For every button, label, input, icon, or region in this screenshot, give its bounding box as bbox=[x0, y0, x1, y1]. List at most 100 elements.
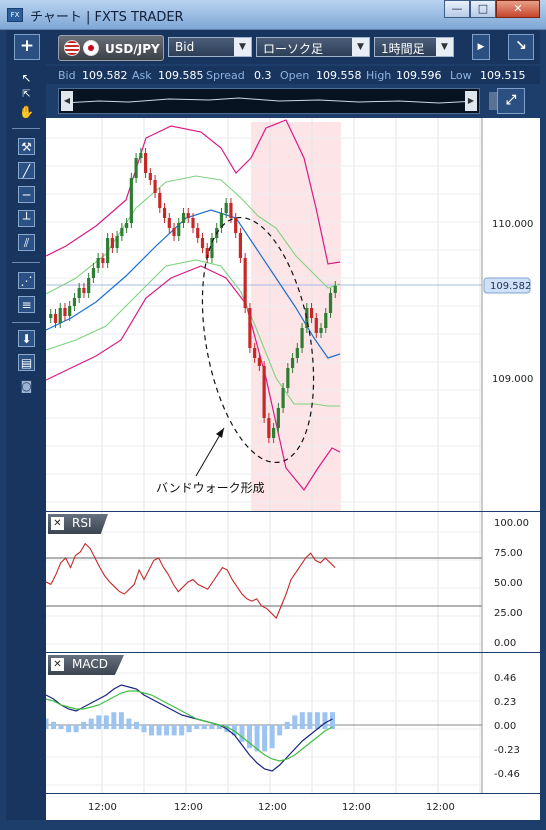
trendline-icon[interactable]: ╱ bbox=[18, 162, 35, 179]
macd-level-023: 0.23 bbox=[494, 697, 516, 708]
minimize-button[interactable]: — bbox=[444, 0, 470, 18]
cursor-icon[interactable]: ↖ bbox=[21, 71, 32, 85]
candle-body bbox=[191, 218, 195, 228]
maximize-button[interactable]: □ bbox=[470, 0, 496, 18]
current-price-value: 109.582 bbox=[490, 281, 531, 292]
candle-body bbox=[129, 178, 133, 223]
candle-body bbox=[110, 238, 114, 248]
band-walk-ellipse bbox=[201, 216, 315, 464]
fibonacci-icon[interactable]: ≡ bbox=[18, 296, 35, 313]
candle-body bbox=[125, 223, 129, 228]
pin-icon[interactable]: ⚒ bbox=[18, 138, 35, 155]
auto-scroll-icon[interactable]: ⤢ bbox=[497, 88, 525, 114]
rsi-tag: ✕ RSI bbox=[48, 514, 108, 534]
highlight-zone bbox=[251, 122, 341, 511]
currency-pair-label: USD/JPY bbox=[105, 42, 160, 56]
low-label: Low bbox=[450, 69, 472, 82]
time-label: 12:00 bbox=[342, 802, 371, 813]
signal-line bbox=[45, 690, 333, 762]
candle-body bbox=[87, 278, 91, 293]
candle-body bbox=[72, 298, 77, 306]
time-label: 12:00 bbox=[174, 802, 203, 813]
channel-icon[interactable]: ⫽ bbox=[18, 234, 35, 251]
candle-body bbox=[229, 203, 233, 218]
add-chart-button[interactable]: + bbox=[14, 34, 40, 60]
quote-strip: Bid 109.582 Ask 109.585 Spread 0.3 Open … bbox=[46, 66, 540, 84]
candle-body bbox=[286, 368, 290, 388]
candle-body bbox=[158, 193, 162, 208]
rsi-canvas: 100.00 75.00 50.00 25.00 0.00 bbox=[45, 512, 529, 652]
camera-icon[interactable]: ◙ bbox=[20, 379, 33, 393]
macd-pane[interactable]: 0.46 0.23 0.00 -0.23 -0.46 bbox=[43, 653, 540, 793]
list-icon[interactable]: ▤ bbox=[18, 354, 35, 371]
candle-body bbox=[148, 173, 152, 180]
current-price-badge bbox=[483, 277, 531, 294]
candle-body bbox=[319, 328, 323, 333]
macd-histogram-bar bbox=[88, 718, 94, 729]
chart-navigator[interactable]: ◀ ▶ bbox=[58, 88, 523, 114]
close-rsi-icon[interactable]: ✕ bbox=[51, 517, 64, 530]
candle-body bbox=[309, 308, 314, 318]
time-label: 12:00 bbox=[258, 802, 287, 813]
navigator-left-icon[interactable]: ◀ bbox=[61, 91, 73, 111]
candle-body bbox=[272, 428, 276, 438]
macd-histogram-bar bbox=[73, 725, 79, 733]
crosshair-cursor-icon[interactable]: ⇱ bbox=[22, 89, 31, 100]
macd-histogram-bar bbox=[126, 718, 132, 729]
candle-body bbox=[267, 418, 271, 438]
high-value: 109.596 bbox=[396, 69, 442, 82]
timeframe-select[interactable]: 1時間足 ▼ bbox=[374, 37, 454, 57]
candle-body bbox=[134, 158, 138, 178]
rsi-pane[interactable]: 100.00 75.00 50.00 25.00 0.00 bbox=[45, 512, 540, 652]
price-chart-canvas[interactable]: バンドウォーク形成 110.000 109.000 109.582 bbox=[45, 118, 540, 511]
macd-histogram-bar bbox=[149, 725, 155, 736]
candle-body bbox=[238, 233, 243, 258]
macd-histogram-bar bbox=[156, 725, 162, 736]
candle-body bbox=[196, 228, 200, 238]
fan-icon[interactable]: ⋰ bbox=[18, 272, 35, 289]
candle-body bbox=[205, 248, 209, 258]
price-chart[interactable]: バンドウォーク形成 110.000 109.000 109.582 bbox=[45, 118, 540, 511]
candle-body bbox=[186, 213, 190, 218]
candle-body bbox=[224, 203, 228, 213]
candle-body bbox=[276, 408, 280, 428]
price-label-110: 110.000 bbox=[492, 219, 533, 230]
toolbar-scroll-right-icon[interactable]: ▶ bbox=[472, 34, 490, 60]
timeframe-value: 1時間足 bbox=[381, 42, 425, 56]
candle-body bbox=[101, 258, 105, 263]
time-label: 12:00 bbox=[426, 802, 455, 813]
close-button[interactable]: ✕ bbox=[496, 0, 540, 18]
candle-body bbox=[281, 388, 285, 408]
candle-body bbox=[328, 293, 333, 313]
candle-body bbox=[49, 314, 53, 318]
candle-body bbox=[314, 318, 318, 333]
rsi-level-0: 0.00 bbox=[494, 638, 516, 649]
candle-body bbox=[63, 308, 67, 316]
currency-pair-button[interactable]: USD/JPY bbox=[58, 35, 164, 61]
macd-histogram-bar bbox=[171, 725, 177, 736]
candle-body bbox=[115, 236, 119, 248]
spread-value: 0.3 bbox=[254, 69, 272, 82]
expand-icon[interactable]: ↘ bbox=[508, 34, 534, 60]
chart-type-select[interactable]: ローソク足 ▼ bbox=[256, 37, 370, 57]
close-macd-icon[interactable]: ✕ bbox=[51, 658, 64, 671]
open-label: Open bbox=[280, 69, 310, 82]
macd-histogram-bar bbox=[118, 712, 124, 729]
macd-level-neg023: -0.23 bbox=[494, 745, 520, 756]
navigator-right-icon[interactable]: ▶ bbox=[465, 91, 477, 111]
rsi-level-100: 100.00 bbox=[494, 518, 529, 529]
price-type-value: Bid bbox=[175, 40, 195, 54]
candle-body bbox=[172, 228, 176, 236]
candle-body bbox=[53, 314, 58, 323]
macd-histogram-bar bbox=[58, 725, 64, 729]
candle-body bbox=[153, 180, 157, 193]
high-label: High bbox=[366, 69, 392, 82]
horizontal-line-icon[interactable]: ─ bbox=[18, 186, 35, 203]
macd-histogram-bar bbox=[307, 712, 313, 729]
candle-body bbox=[91, 268, 96, 278]
chart-toolbar: + USD/JPY Bid ▼ ローソク足 ▼ 1時間足 ▼ ▶ ↘ bbox=[6, 30, 540, 64]
price-type-select[interactable]: Bid ▼ bbox=[168, 37, 252, 57]
download-icon[interactable]: ⬇ bbox=[18, 330, 35, 347]
vertical-line-icon[interactable]: ┴ bbox=[18, 210, 35, 227]
hand-icon[interactable]: ✋ bbox=[19, 105, 34, 119]
